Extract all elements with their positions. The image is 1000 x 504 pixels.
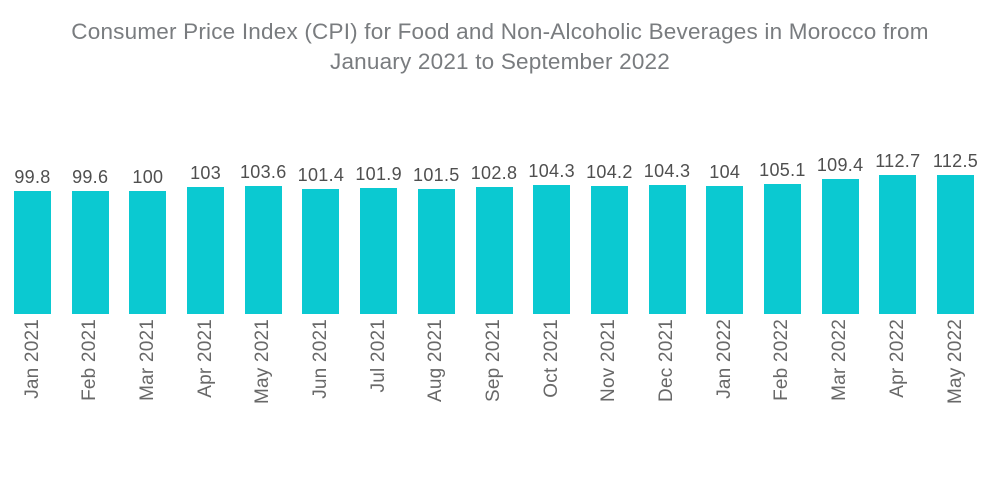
bar-column: 112.7 Apr 2022 [875, 150, 920, 419]
bar [302, 189, 340, 315]
bar [129, 190, 167, 315]
bar-value-label: 112.5 [932, 151, 979, 172]
bar [71, 191, 109, 315]
x-axis-label-wrap: Mar 2022 [822, 319, 859, 419]
x-axis-label: Jun 2021 [309, 319, 331, 399]
bar-column: 101.9 Jul 2021 [355, 163, 401, 419]
x-axis-label-wrap: Jun 2021 [302, 319, 339, 419]
x-axis-label: May 2021 [252, 319, 274, 405]
x-axis-label-wrap: Dec 2021 [649, 319, 686, 419]
x-axis-label-wrap: Mar 2021 [129, 319, 166, 419]
bar-value-label: 112.7 [875, 151, 921, 171]
bar-column: 109.4 Mar 2022 [817, 154, 863, 419]
chart-title-line1: Consumer Price Index (CPI) for Food and … [71, 19, 929, 44]
bar-value-label: 101.5 [413, 164, 460, 185]
bar-value-label: 104.2 [586, 161, 633, 182]
bar-column: 104 Jan 2022 [706, 161, 744, 419]
bar-column: 103 Apr 2021 [187, 162, 225, 419]
x-axis-label: Feb 2021 [79, 319, 101, 402]
x-axis-label-wrap: Feb 2021 [72, 319, 109, 419]
x-axis-label: Jul 2021 [367, 319, 389, 393]
x-axis-label-wrap: Apr 2022 [879, 319, 916, 419]
x-axis-label: Dec 2021 [656, 319, 678, 403]
bar-column: 101.5 Aug 2021 [413, 164, 459, 419]
x-axis-label: Aug 2021 [425, 319, 447, 403]
bar [937, 175, 974, 315]
bar-column: 105.1 Feb 2022 [759, 159, 805, 419]
x-axis-label: Apr 2022 [886, 319, 908, 398]
bar-column: 100 Mar 2021 [129, 166, 167, 420]
bar-column: 99.6 Feb 2021 [71, 166, 109, 419]
bar [821, 179, 859, 315]
x-axis-label: Oct 2021 [540, 319, 562, 398]
x-axis-label: Mar 2021 [136, 319, 158, 402]
x-axis-label-wrap: Aug 2021 [418, 319, 455, 419]
bar-value-label: 103 [190, 163, 222, 183]
bar-value-label: 104.3 [643, 161, 691, 182]
x-axis-label: Apr 2021 [194, 319, 216, 398]
bar-chart: 99.8 Jan 2021 99.6 Feb 2021 100 Mar 2021 103 Ap… [0, 150, 1000, 419]
x-axis-label: May 2022 [944, 319, 966, 405]
x-axis-label-wrap: Nov 2021 [591, 319, 628, 419]
x-axis-label-wrap: May 2022 [937, 319, 974, 419]
x-axis-label-wrap: Apr 2021 [187, 319, 224, 419]
bar [244, 186, 282, 315]
bar-value-label: 102.8 [470, 163, 518, 184]
bar [14, 190, 51, 315]
bar-value-label: 103.6 [239, 162, 287, 183]
bar-value-label: 109.4 [816, 155, 864, 176]
bar-column: 104.3 Oct 2021 [528, 160, 574, 419]
x-axis-label: Feb 2022 [771, 319, 793, 402]
bar-value-label: 99.8 [14, 166, 51, 187]
bar-value-label: 104 [709, 161, 741, 182]
bar-column: 104.2 Nov 2021 [586, 161, 632, 420]
x-axis-label-wrap: May 2021 [245, 319, 282, 419]
x-axis-label-wrap: Jan 2022 [706, 319, 743, 419]
bar-column: 104.3 Dec 2021 [644, 160, 690, 419]
x-axis-label-wrap: Feb 2022 [764, 319, 801, 419]
chart-title-line2: January 2021 to September 2022 [330, 49, 670, 74]
bar-value-label: 100 [132, 166, 164, 187]
x-axis-label-wrap: Jan 2021 [14, 319, 51, 419]
bar-column: 99.8 Jan 2021 [14, 166, 51, 419]
bar-value-label: 99.6 [72, 167, 109, 188]
bar [533, 185, 571, 315]
bar [417, 188, 455, 315]
bar [360, 188, 398, 315]
x-axis-label: Sep 2021 [483, 319, 504, 403]
bar [648, 185, 686, 315]
x-axis-label-wrap: Jul 2021 [360, 319, 397, 419]
chart-title: Consumer Price Index (CPI) for Food and … [0, 0, 1000, 77]
bar-column: 101.4 Jun 2021 [298, 164, 344, 419]
bar-column: 102.8 Sep 2021 [471, 162, 517, 419]
bar [187, 187, 225, 315]
bar-value-label: 104.3 [528, 161, 575, 182]
bar-column: 103.6 May 2021 [240, 161, 286, 419]
x-axis-label: Nov 2021 [598, 319, 620, 403]
x-axis-label-wrap: Sep 2021 [476, 319, 513, 419]
bar-value-label: 105.1 [759, 160, 806, 181]
x-axis-label: Jan 2021 [21, 319, 43, 399]
x-axis-label: Jan 2022 [713, 319, 735, 399]
bar-value-label: 101.4 [297, 165, 345, 185]
bar [879, 175, 917, 315]
bar [590, 185, 628, 315]
bar [763, 184, 801, 315]
x-axis-label: Mar 2022 [829, 319, 851, 402]
bar-column: 112.5 May 2022 [933, 150, 978, 419]
bar-value-label: 101.9 [355, 164, 402, 185]
bar [706, 185, 744, 315]
x-axis-label-wrap: Oct 2021 [533, 319, 570, 419]
bar [475, 187, 513, 315]
